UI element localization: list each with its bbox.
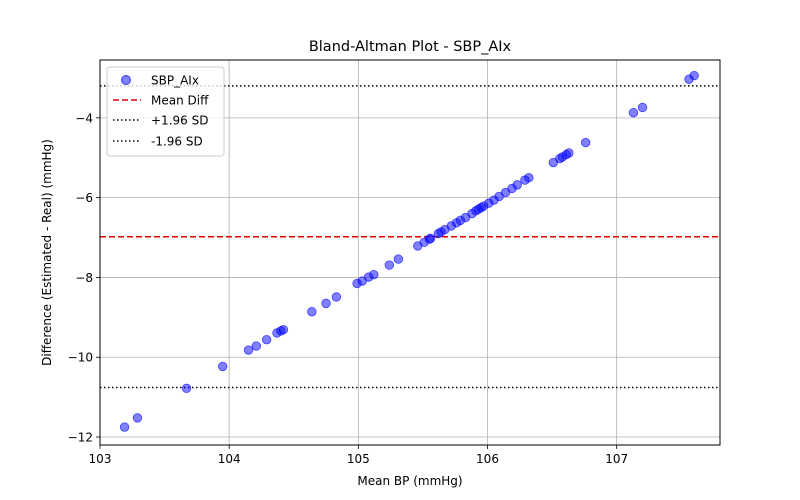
scatter-point [321, 298, 331, 309]
x-tick-label: 104 [218, 452, 241, 466]
plot-area-frame [99, 59, 721, 446]
scatter-point [564, 148, 574, 158]
legend: SBP_AIx Mean Diff +1.96 SD -1.96 SD [106, 66, 225, 157]
scatter-point [637, 102, 648, 113]
scatter-point [243, 345, 254, 355]
scatter-points [119, 70, 699, 432]
y-axis-title: Difference (Estimated - Real) (mmHg) [40, 139, 54, 366]
grid [99, 60, 720, 445]
reference-lines [100, 85, 720, 389]
scatter-point [393, 254, 404, 264]
legend-label-lower-sd: -1.96 SD [151, 135, 203, 149]
legend-label-upper-sd: +1.96 SD [151, 114, 208, 128]
scatter-point [512, 180, 522, 190]
scatter-point [524, 172, 534, 183]
x-tick-label: 106 [476, 452, 499, 466]
y-tick-label: −12 [68, 431, 93, 445]
scatter-point [425, 233, 436, 244]
legend-marker-points [121, 75, 131, 85]
legend-box [106, 66, 225, 157]
chart-title: Bland-Altman Plot - SBP_AIx [309, 39, 512, 55]
scatter-point [628, 107, 639, 118]
y-tick-label: −10 [68, 351, 93, 365]
legend-label-mean-diff: Mean Diff [151, 94, 209, 108]
scatter-point [307, 307, 317, 317]
y-tick-label: −6 [75, 191, 93, 205]
scatter-point [218, 361, 228, 372]
scatter-point [580, 137, 591, 148]
x-tick-label: 103 [89, 452, 112, 466]
scatter-point [689, 70, 699, 81]
x-axis-title: Mean BP (mmHg) [357, 474, 462, 488]
axis-ticks: 103 104 105 106 107 −12 −10 −8 −6 −4 [68, 111, 628, 466]
y-tick-label: −4 [75, 111, 93, 125]
x-tick-label: 107 [605, 452, 628, 466]
x-tick-label: 105 [347, 452, 370, 466]
scatter-point [181, 383, 192, 394]
scatter-point [132, 413, 143, 423]
scatter-point [119, 422, 130, 432]
scatter-point [369, 269, 379, 280]
y-tick-label: −8 [75, 271, 93, 285]
scatter-point [251, 341, 261, 351]
scatter-point [278, 324, 289, 335]
legend-label-points: SBP_AIx [151, 74, 199, 88]
scatter-point [331, 292, 342, 302]
scatter-point [384, 260, 395, 270]
scatter-point [261, 334, 272, 345]
